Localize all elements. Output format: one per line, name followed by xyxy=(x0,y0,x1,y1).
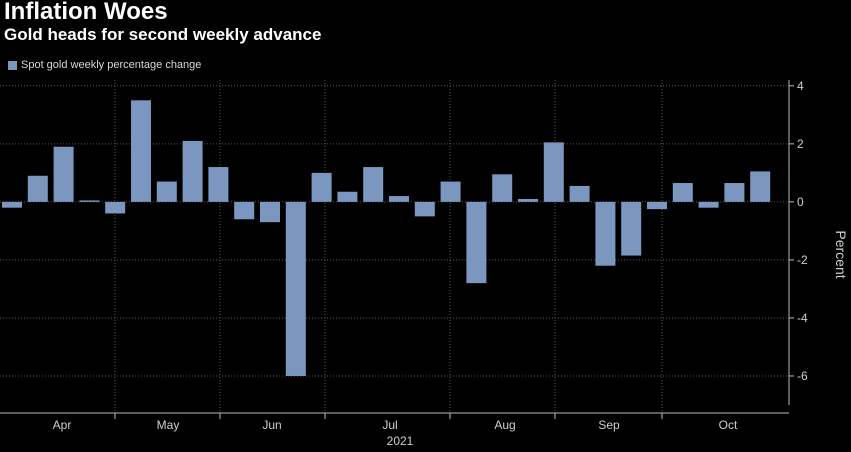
y-tick-label: 4 xyxy=(797,79,804,93)
y-tick-label: 0 xyxy=(797,195,804,209)
y-axis-title: Percent xyxy=(833,230,849,278)
bar xyxy=(311,172,332,202)
bar xyxy=(543,142,564,202)
y-tick-label: -2 xyxy=(797,253,808,267)
bar xyxy=(79,200,100,202)
y-tick-label: -4 xyxy=(797,311,808,325)
x-month-label: Aug xyxy=(494,418,515,432)
x-month-label: Apr xyxy=(53,418,72,432)
grid-layer xyxy=(0,80,789,413)
bar xyxy=(389,196,409,202)
bar xyxy=(2,201,22,208)
x-month-label: Jul xyxy=(382,418,397,432)
chart-subtitle: Gold heads for second weekly advance xyxy=(4,25,322,44)
bar xyxy=(466,201,487,284)
legend-label: Spot gold weekly percentage change xyxy=(21,59,202,71)
bar xyxy=(672,183,693,202)
bar xyxy=(208,167,229,202)
bar xyxy=(647,201,667,210)
legend: Spot gold weekly percentage change xyxy=(8,59,201,71)
bar xyxy=(363,167,384,202)
bar xyxy=(53,146,74,202)
bar xyxy=(285,201,306,376)
x-month-label: Oct xyxy=(719,418,738,432)
x-year-label: 2021 xyxy=(387,434,414,448)
bar xyxy=(337,191,358,202)
bar-layer xyxy=(2,100,771,376)
y-tick-label: 2 xyxy=(797,137,804,151)
x-month-label: Sep xyxy=(598,418,620,432)
bar xyxy=(595,201,616,266)
x-month-label: Jun xyxy=(262,418,281,432)
bar xyxy=(234,201,255,220)
bar xyxy=(750,171,771,202)
bar xyxy=(156,181,177,202)
bar xyxy=(724,183,745,202)
bar xyxy=(105,201,126,214)
bar xyxy=(518,198,538,202)
bar xyxy=(621,201,642,256)
y-tick-label: -6 xyxy=(797,369,808,383)
bar xyxy=(414,201,435,217)
legend-swatch xyxy=(8,60,17,70)
bar xyxy=(131,100,151,202)
chart-title: Inflation Woes xyxy=(4,0,168,25)
bar xyxy=(27,175,48,202)
bar xyxy=(492,174,513,202)
x-month-label: May xyxy=(157,418,180,432)
bar xyxy=(569,185,590,202)
bar xyxy=(440,181,461,202)
bar xyxy=(260,201,280,223)
bar xyxy=(698,201,719,208)
axis-layer: 4 2 0 -2 -4 -6 Apr May Jun Jul Aug Sep Oct 2021 xyxy=(0,79,808,448)
bar xyxy=(182,140,203,202)
